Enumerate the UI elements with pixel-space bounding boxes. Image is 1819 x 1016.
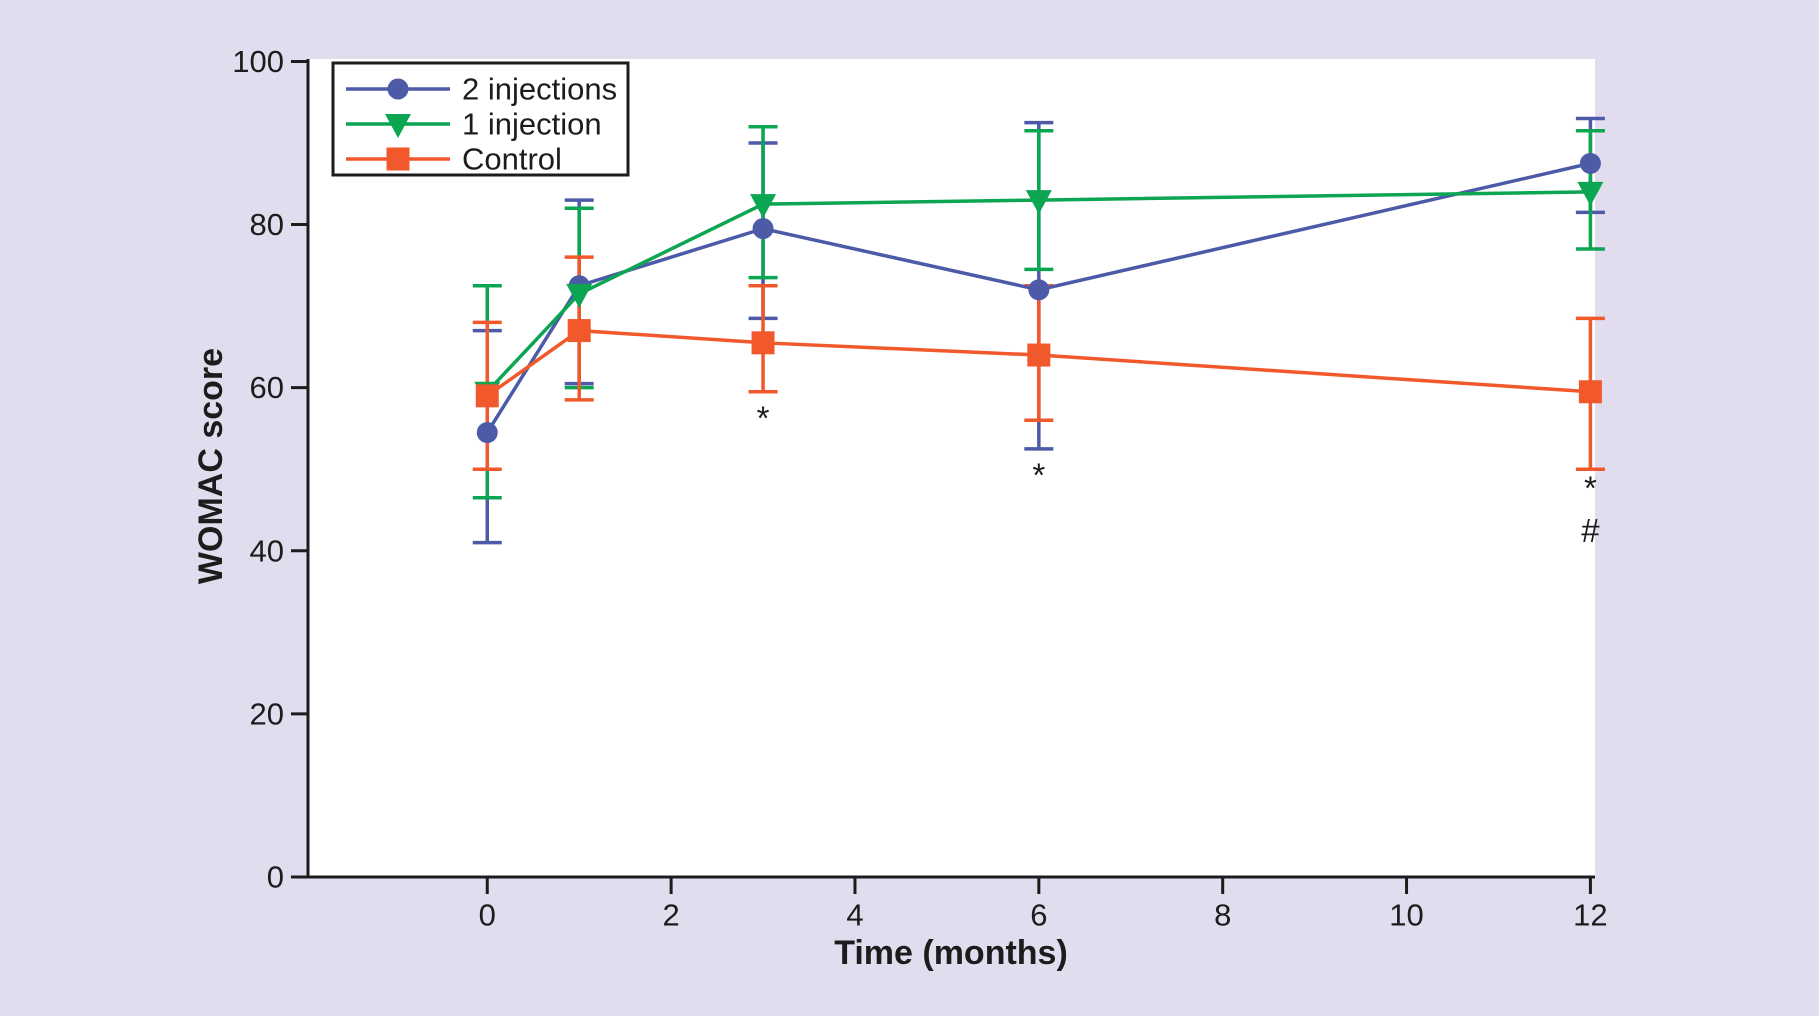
data-point-marker (752, 218, 774, 240)
data-point-marker (1027, 343, 1051, 367)
significance-annotation: * (1032, 456, 1045, 493)
data-point-marker (476, 422, 498, 444)
legend-label-control: Control (462, 142, 562, 177)
significance-annotation: # (1581, 512, 1600, 549)
markers-control (475, 319, 1602, 408)
legend-marker-square (386, 147, 410, 171)
data-point-marker (1579, 152, 1601, 174)
x-tick-label: 4 (846, 898, 863, 933)
data-point-marker (566, 283, 593, 308)
y-tick-label: 80 (250, 207, 284, 242)
data-point-marker (1025, 190, 1052, 215)
x-tick-label: 0 (479, 898, 496, 933)
data-point-marker (567, 319, 591, 343)
legend-label-1-injection: 1 injection (462, 107, 602, 142)
data-point-marker (475, 384, 499, 408)
legend-box (331, 61, 630, 177)
y-tick-label: 20 (250, 696, 284, 731)
significance-annotation: * (757, 399, 770, 436)
data-point-marker (1028, 279, 1050, 301)
data-point-marker (750, 194, 777, 219)
legend-marker-circle (387, 78, 409, 100)
significance-annotation: * (1584, 469, 1597, 506)
x-tick-label: 12 (1573, 898, 1607, 933)
data-point-marker (1577, 181, 1604, 206)
data-point-marker (1578, 380, 1602, 404)
x-tick-label: 6 (1030, 898, 1047, 933)
y-tick-label: 100 (232, 44, 284, 79)
y-tick-label: 40 (250, 533, 284, 568)
x-axis-title: Time (months) (834, 934, 1068, 972)
y-tick-label: 60 (250, 370, 284, 405)
legend-label-2-injections: 2 injections (462, 72, 617, 107)
legend-marker-triangle-down (385, 114, 411, 138)
y-tick-label: 0 (267, 860, 284, 895)
data-point-marker (751, 331, 775, 355)
x-tick-label: 10 (1389, 898, 1423, 933)
x-tick-label: 2 (662, 898, 679, 933)
y-axis-title: WOMAC score (192, 348, 230, 584)
x-tick-label: 8 (1214, 898, 1231, 933)
